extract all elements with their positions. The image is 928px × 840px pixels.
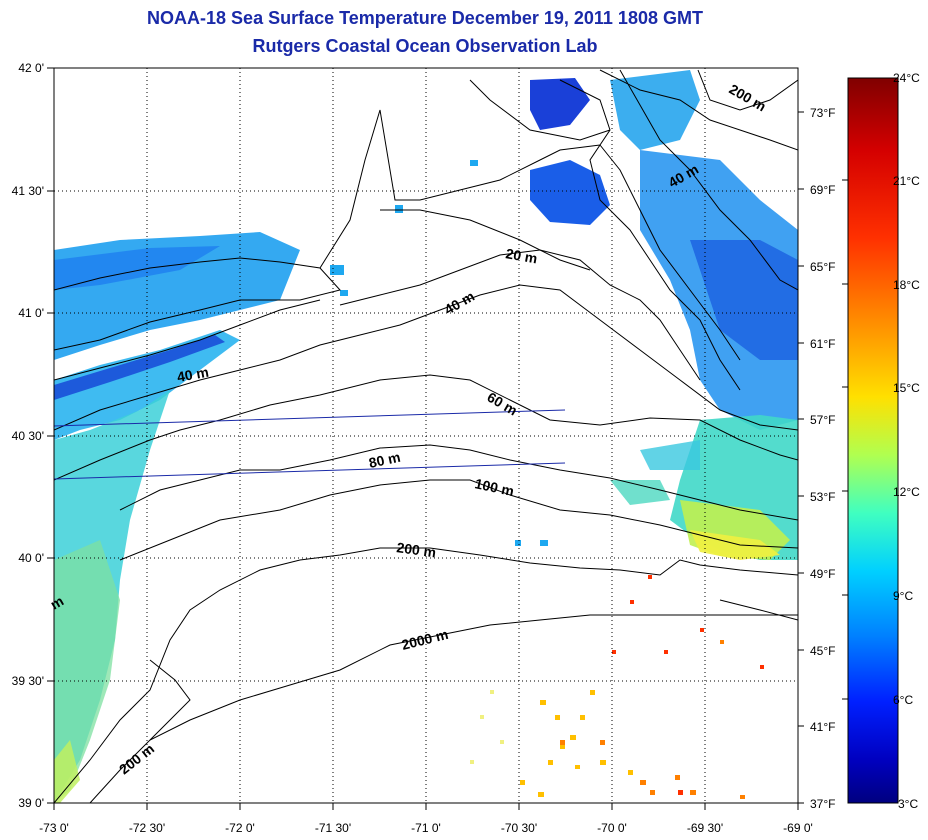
celsius-label: 15°C (893, 381, 920, 395)
lat-lon-grid (54, 68, 798, 803)
fahrenheit-label: 61°F (810, 337, 835, 351)
map-title: NOAA-18 Sea Surface Temperature December… (147, 8, 703, 28)
lat-tick-labels: 39 0' 39 30' 40 0' 40 30' 41 0' 41 30' 4… (12, 61, 44, 810)
depth-label: 40 m (176, 364, 210, 385)
lon-tick-label: -69 0' (783, 821, 813, 835)
fahrenheit-label: 73°F (810, 106, 835, 120)
fahrenheit-label: 65°F (810, 260, 835, 274)
depth-label: 60 m (485, 389, 521, 419)
lon-tick-label: -69 30' (687, 821, 723, 835)
lat-tick-label: 39 30' (12, 674, 44, 688)
fahrenheit-label: 45°F (810, 644, 835, 658)
lat-tick-label: 39 0' (18, 796, 44, 810)
lon-tick-label: -71 30' (315, 821, 351, 835)
lat-tick-label: 41 0' (18, 306, 44, 320)
celsius-label: 24°C (893, 71, 920, 85)
depth-label: 100 m (473, 475, 515, 499)
fahrenheit-label: 37°F (810, 797, 835, 811)
lon-tick-label: -70 30' (501, 821, 537, 835)
celsius-label: 21°C (893, 174, 920, 188)
lon-ticks (53, 803, 799, 810)
depth-label: 80 m (367, 449, 402, 471)
fahrenheit-scale: 73°F 69°F 65°F 61°F 57°F 53°F 49°F 45°F … (798, 106, 835, 811)
lon-tick-label: -71 0' (411, 821, 441, 835)
depth-label: 2000 m (400, 626, 450, 653)
fahrenheit-label: 57°F (810, 413, 835, 427)
lat-tick-label: 41 30' (12, 184, 44, 198)
fahrenheit-label: 53°F (810, 490, 835, 504)
lat-tick-label: 40 30' (12, 429, 44, 443)
lat-tick-label: 42 0' (18, 61, 44, 75)
celsius-label: 6°C (893, 693, 913, 707)
lon-tick-label: -73 0' (39, 821, 69, 835)
fahrenheit-label: 49°F (810, 567, 835, 581)
satellite-track-lines (53, 409, 566, 480)
depth-label: 200 m (116, 740, 157, 777)
fahrenheit-label: 41°F (810, 720, 835, 734)
depth-label: 200 m (396, 539, 438, 560)
celsius-label: 18°C (893, 278, 920, 292)
lat-ticks (47, 67, 54, 804)
sst-field (54, 70, 798, 803)
celsius-scale: 24°C 21°C 18°C 15°C 12°C 9°C 6°C 3°C (842, 71, 920, 811)
celsius-label: 3°C (898, 797, 918, 811)
depth-label: 20 m (504, 245, 538, 266)
bathymetry-contours (54, 69, 798, 803)
depth-label: 200 m (727, 81, 769, 115)
lon-tick-label: -72 30' (129, 821, 165, 835)
lon-tick-label: -70 0' (597, 821, 627, 835)
depth-label: 40 m (442, 288, 478, 318)
temperature-colorbar (847, 77, 899, 804)
lon-tick-label: -72 0' (225, 821, 255, 835)
fahrenheit-label: 69°F (810, 183, 835, 197)
lon-tick-labels: -73 0' -72 30' -72 0' -71 30' -71 0' -70… (39, 821, 813, 835)
celsius-label: 9°C (893, 589, 913, 603)
map-subtitle: Rutgers Coastal Ocean Observation Lab (252, 36, 598, 56)
lat-tick-label: 40 0' (18, 551, 44, 565)
celsius-label: 12°C (893, 485, 920, 499)
